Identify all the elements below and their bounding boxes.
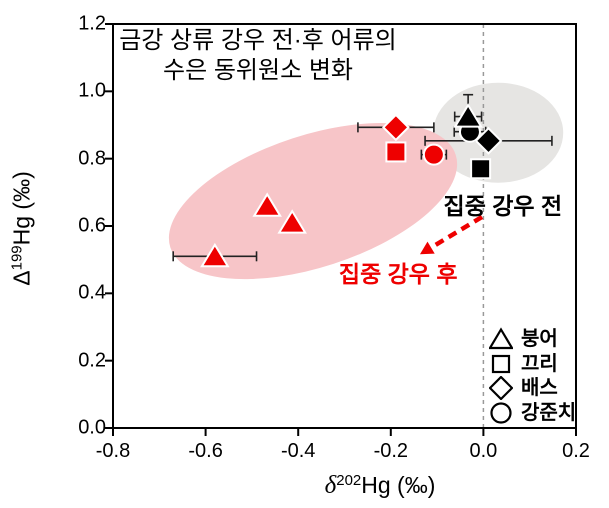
x-axis-label: δ202Hg (‰) [325, 472, 436, 500]
y-tick-label: 0.6 [78, 214, 106, 237]
square-icon [489, 352, 513, 376]
marker-붕어-before [453, 103, 483, 128]
before-rain-label: 집중 강우 전 [443, 193, 563, 220]
marker-끄리-after [385, 141, 407, 163]
marker-붕어-after [277, 209, 307, 234]
y-tick-label: 1.0 [78, 79, 106, 102]
y-axis-label: Δ199Hg (‰) [9, 109, 36, 349]
legend-label: 붕어 [521, 328, 558, 351]
circle-icon [489, 401, 513, 425]
marker-끄리-before [470, 158, 492, 180]
x-tick-label: 0.0 [469, 440, 498, 462]
marker-붕어-after [200, 242, 230, 268]
x-axis-superscript: 202 [336, 472, 362, 489]
x-tick-label: 0.2 [562, 440, 590, 462]
y-tick-label: 1.2 [78, 12, 106, 35]
x-tick-label: -0.6 [188, 440, 223, 462]
y-tick-label: 0.8 [78, 147, 106, 170]
legend-item-gangjunchi: 강준치 [489, 401, 576, 426]
x-tick-label: -0.2 [373, 440, 409, 462]
legend-label: 끄리 [521, 352, 558, 375]
y-axis-symbol: Δ [8, 270, 35, 286]
plot-border [112, 23, 577, 429]
y-axis-unit: Hg (‰) [8, 171, 35, 246]
legend-label: 강준치 [521, 401, 577, 424]
y-tick-label: 0.4 [78, 281, 106, 304]
y-axis-superscript: 199 [8, 245, 26, 271]
chart-title-line2: 수은 동위원소 변화 [163, 57, 353, 84]
chart-title: 금강 상류 강우 전·후 어류의 수은 동위원소 변화 [118, 26, 398, 86]
y-tick-label: 0.2 [78, 349, 106, 372]
after-rain-arrow [429, 214, 484, 250]
legend-item-baeseu: 배스 [489, 376, 576, 401]
diamond-icon [489, 376, 513, 401]
after-group-ellipse [168, 123, 458, 280]
legend-item-kkeuri: 끄리 [489, 352, 576, 377]
chart-title-line1: 금강 상류 강우 전·후 어류의 [119, 27, 397, 54]
after-rain-arrowhead [419, 241, 435, 255]
x-axis-unit: Hg (‰) [361, 472, 436, 498]
legend-label: 배스 [521, 377, 558, 400]
x-tick-label: -0.8 [95, 440, 131, 462]
marker-강준치-after [422, 143, 445, 166]
marker-붕어-after [252, 192, 282, 217]
legend-item-bungeo: 붕어 [489, 327, 576, 352]
after-rain-label: 집중 강우 후 [338, 261, 458, 288]
triangle-icon [489, 327, 513, 351]
marker-배스-after [381, 113, 410, 142]
chart-legend: 붕어 끄리 배스 강준치 [489, 327, 576, 425]
marker-배스-before [474, 126, 503, 155]
x-tick-label: -0.4 [280, 440, 316, 462]
x-axis-symbol: δ [324, 472, 337, 499]
y-tick-label: 0.0 [78, 416, 106, 439]
